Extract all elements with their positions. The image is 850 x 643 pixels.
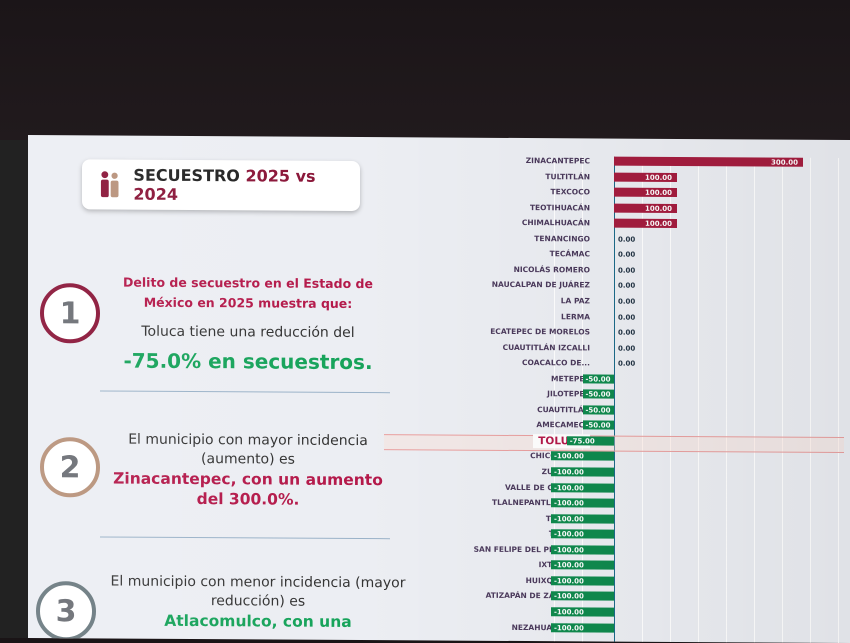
- title-prefix: SECUESTRO: [133, 165, 240, 186]
- slide-title: SECUESTRO 2025 vs 2024: [133, 166, 360, 205]
- category-label: TEOTIHUACÁN: [529, 202, 590, 213]
- data-label: 0.00: [618, 266, 636, 275]
- data-label: 100.00: [645, 204, 673, 213]
- category-label: COACALCO DE...: [522, 358, 590, 368]
- category-label: NICOLÁS ROMERO: [513, 264, 590, 275]
- room-wall: [0, 140, 28, 638]
- data-label: -100.00: [554, 545, 584, 555]
- data-label: -100.00: [554, 577, 584, 586]
- finding-number-1: 1: [40, 283, 100, 344]
- category-label: TENANCINGO: [534, 233, 590, 244]
- data-label: -100.00: [554, 592, 584, 601]
- data-label: 100.00: [645, 188, 673, 198]
- finding-3-highlight: Atlacomulco, con una: [164, 611, 352, 631]
- gridline: [754, 157, 755, 643]
- data-label: -100.00: [554, 452, 584, 461]
- divider-2: [100, 536, 390, 540]
- category-label: TULTITLÁN: [545, 171, 590, 181]
- finding-2: El municipio con mayor incidencia (aumen…: [98, 430, 398, 510]
- finding-1-text: Toluca tiene una reducción del: [141, 323, 355, 341]
- finding-number-3: 3: [36, 581, 96, 642]
- finding-2-highlight: Zinacantepec, con un aumento del 300.0%.: [113, 469, 383, 509]
- data-label: -50.00: [585, 421, 611, 430]
- room-background: [0, 0, 850, 140]
- finding-number-2: 2: [40, 437, 100, 498]
- data-label: 0.00: [618, 297, 636, 306]
- gridline: [698, 157, 699, 643]
- gridline: [726, 157, 727, 643]
- gridline: [838, 157, 839, 643]
- category-label: LA PAZ: [560, 296, 590, 306]
- finding-1: Delito de secuestro en el Estado de Méxi…: [108, 272, 388, 375]
- finding-3: El municipio con menor incidencia (mayor…: [108, 572, 408, 632]
- finding-1-highlight: -75.0% en secuestros.: [123, 348, 373, 375]
- data-label: 0.00: [618, 344, 636, 353]
- gridline: [670, 156, 671, 642]
- finding-3-text: El municipio con menor incidencia (mayor…: [110, 573, 406, 610]
- projected-slide: SECUESTRO 2025 vs 2024 1 Delito de secue…: [28, 135, 850, 643]
- data-label: -50.00: [585, 390, 611, 399]
- data-label: -50.00: [585, 375, 611, 384]
- data-label: 0.00: [618, 250, 636, 260]
- gridline: [782, 157, 783, 643]
- finding-2-text: El municipio con mayor incidencia (aumen…: [128, 431, 368, 468]
- category-label: CHIMALHUACÁN: [521, 218, 590, 228]
- category-label: LERMA: [561, 311, 590, 321]
- data-label: 0.00: [618, 235, 636, 244]
- data-label: 100.00: [645, 219, 673, 229]
- data-label: -100.00: [554, 483, 584, 492]
- category-label: ECATEPEC DE MORELOS: [490, 326, 590, 337]
- data-label: -100.00: [554, 530, 584, 539]
- category-label: NAUCALPAN DE JUÁREZ: [491, 280, 590, 290]
- data-label: -100.00: [554, 561, 584, 570]
- category-label: TECÁMAC: [549, 249, 590, 259]
- category-label: ZINACANTEPEC: [525, 156, 590, 166]
- zero-axis: [614, 156, 615, 642]
- data-label: -100.00: [554, 608, 584, 617]
- title-card: SECUESTRO 2025 vs 2024: [82, 159, 360, 212]
- data-label: -100.00: [554, 468, 584, 477]
- data-label: -100.00: [554, 499, 584, 508]
- data-label: 0.00: [618, 313, 636, 322]
- family-icon: [100, 171, 119, 198]
- data-label: 0.00: [618, 328, 636, 337]
- data-label: -75.00: [569, 437, 595, 446]
- category-label: TEXCOCO: [550, 187, 590, 197]
- data-label: -100.00: [554, 623, 584, 632]
- data-label: -100.00: [554, 514, 584, 524]
- municipality-bar-chart: ZINACANTEPEC 300.00 TULTITLÁN 100.00 TEXCOCO…: [384, 155, 850, 643]
- gridline: [642, 156, 643, 642]
- data-label: 300.00: [771, 158, 799, 167]
- data-label: 100.00: [645, 173, 673, 182]
- data-label: 0.00: [618, 359, 636, 368]
- finding-1-intro: Delito de secuestro en el Estado de Méxi…: [123, 274, 373, 311]
- highlight-band: [384, 434, 844, 453]
- gridline: [810, 157, 811, 643]
- category-label: CUAUTITLÁN IZCALLI: [502, 342, 590, 353]
- divider-1: [100, 390, 390, 394]
- data-label: -50.00: [585, 406, 611, 415]
- data-label: 0.00: [618, 281, 636, 291]
